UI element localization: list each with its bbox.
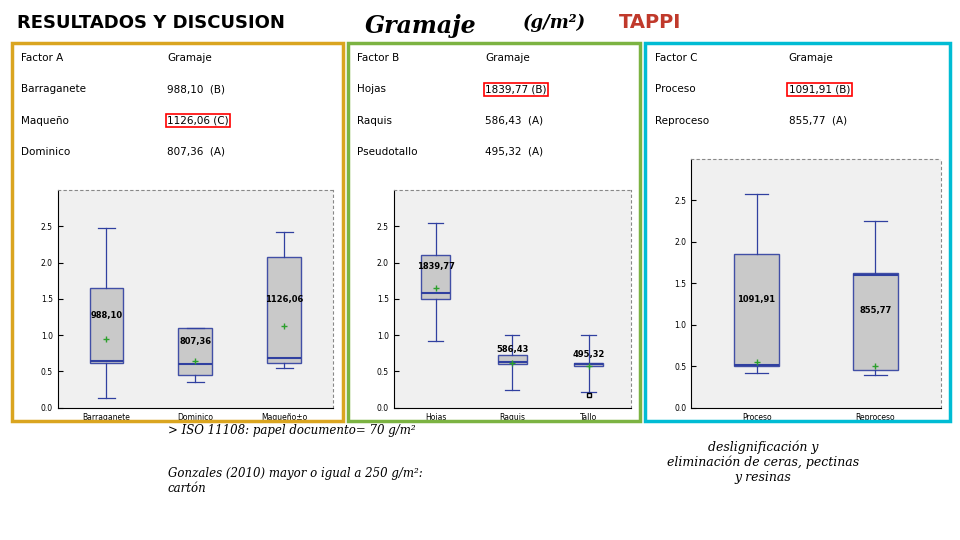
Text: 586,43: 586,43 [496, 345, 528, 354]
Text: 988,10  (B): 988,10 (B) [167, 84, 226, 94]
Text: Maqueño: Maqueño [21, 116, 69, 126]
Text: 495,32  (A): 495,32 (A) [485, 147, 543, 157]
Text: Hojas: Hojas [357, 84, 386, 94]
Text: Factor C: Factor C [655, 53, 697, 63]
Text: 1126,06: 1126,06 [265, 295, 303, 304]
PathPatch shape [734, 254, 780, 366]
Text: (g/m²): (g/m²) [523, 14, 587, 32]
Text: Pseudotallo: Pseudotallo [357, 147, 418, 157]
Text: 1091,91 (B): 1091,91 (B) [788, 84, 850, 94]
PathPatch shape [267, 257, 301, 363]
Text: Factor A: Factor A [21, 53, 63, 63]
Text: Gramaje: Gramaje [788, 53, 833, 63]
Text: 855,77: 855,77 [859, 306, 892, 315]
Text: 1839,77 (B): 1839,77 (B) [485, 84, 546, 94]
Text: 586,43  (A): 586,43 (A) [485, 116, 543, 126]
Text: > ISO 11108: papel documento= 70 g/m²: > ISO 11108: papel documento= 70 g/m² [168, 424, 416, 437]
Text: RESULTADOS Y DISCUSION: RESULTADOS Y DISCUSION [17, 14, 285, 31]
Text: Gramaje: Gramaje [485, 53, 530, 63]
PathPatch shape [89, 288, 124, 363]
PathPatch shape [574, 363, 603, 366]
PathPatch shape [852, 273, 898, 370]
Text: Barraganete: Barraganete [21, 84, 86, 94]
Text: Dominico: Dominico [21, 147, 70, 157]
Text: 807,36: 807,36 [180, 336, 211, 346]
Text: Factor B: Factor B [357, 53, 399, 63]
PathPatch shape [421, 255, 450, 299]
Text: Proceso: Proceso [655, 84, 695, 94]
Text: Reproceso: Reproceso [655, 116, 708, 126]
Text: Gonzales (2010) mayor o igual a 250 g/m²:
cartón: Gonzales (2010) mayor o igual a 250 g/m²… [168, 467, 422, 495]
Text: 1091,91: 1091,91 [737, 294, 776, 303]
Text: deslignificación y
eliminación de ceras, pectinas
y resinas: deslignificación y eliminación de ceras,… [667, 440, 859, 484]
Text: 807,36  (A): 807,36 (A) [167, 147, 226, 157]
Text: 495,32: 495,32 [572, 350, 605, 359]
Text: Raquis: Raquis [357, 116, 392, 126]
Text: 1126,06 (C): 1126,06 (C) [167, 116, 228, 126]
Text: 988,10: 988,10 [90, 310, 123, 320]
PathPatch shape [179, 328, 212, 375]
PathPatch shape [497, 355, 527, 364]
Text: 1839,77: 1839,77 [417, 262, 455, 271]
Text: 855,77  (A): 855,77 (A) [788, 116, 847, 126]
Text: Gramaje: Gramaje [365, 14, 476, 37]
Text: Gramaje: Gramaje [167, 53, 212, 63]
Text: TAPPI: TAPPI [619, 14, 682, 32]
